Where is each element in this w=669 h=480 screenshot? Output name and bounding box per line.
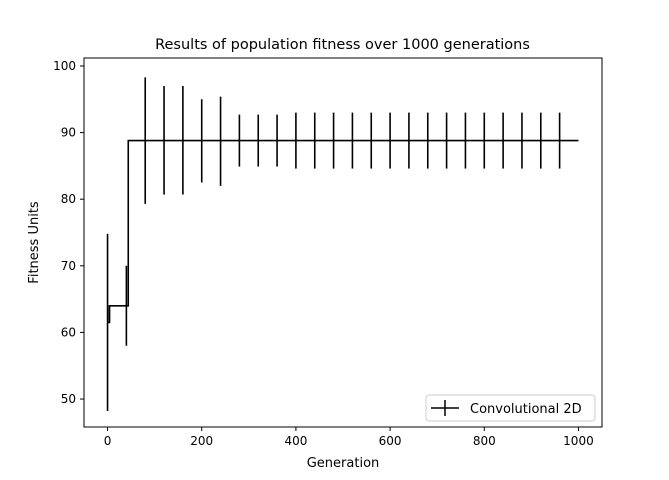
y-tick-label: 50 xyxy=(61,392,76,406)
legend-box xyxy=(425,394,596,422)
x-axis-label: Generation xyxy=(307,456,380,471)
plot-area xyxy=(106,77,579,412)
y-tick-label: 90 xyxy=(61,126,76,140)
series-line xyxy=(107,139,579,324)
y-axis-ticks: 50 60 70 80 90 100 xyxy=(53,59,84,406)
x-tick-label: 0 xyxy=(104,434,112,448)
axes-frame xyxy=(83,57,603,428)
y-tick-label: 70 xyxy=(61,259,76,273)
y-tick-label: 80 xyxy=(61,192,76,206)
axes xyxy=(83,57,603,428)
y-tick-label: 100 xyxy=(53,59,76,73)
x-axis-ticks: 0 200 400 600 800 1000 xyxy=(104,427,594,448)
legend-series-label: Convolutional 2D xyxy=(470,402,582,417)
chart-title: Results of population fitness over 1000 … xyxy=(155,37,530,53)
legend: Convolutional 2D xyxy=(425,394,596,422)
x-tick-label: 800 xyxy=(473,434,496,448)
y-axis-label: Fitness Units xyxy=(27,201,42,284)
y-tick-label: 60 xyxy=(61,325,76,339)
x-tick-label: 200 xyxy=(190,434,213,448)
x-tick-label: 400 xyxy=(284,434,307,448)
x-tick-label: 1000 xyxy=(563,434,594,448)
x-tick-label: 600 xyxy=(379,434,402,448)
